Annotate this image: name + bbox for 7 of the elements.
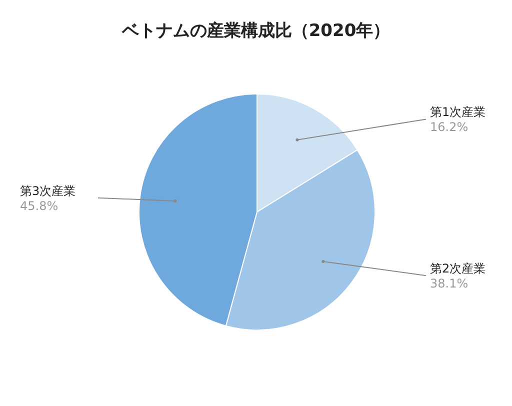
data-label: 45.8% [20,198,58,213]
data-label: 38.1% [430,276,468,291]
data-label: 16.2% [430,120,468,134]
slice-label: 第2次産業 [430,262,486,276]
chart-title: ベトナムの産業構成比（2020年） [120,21,390,41]
slice-label: 第1次産業 [430,105,486,120]
slice-label: 第3次産業 [20,184,76,198]
